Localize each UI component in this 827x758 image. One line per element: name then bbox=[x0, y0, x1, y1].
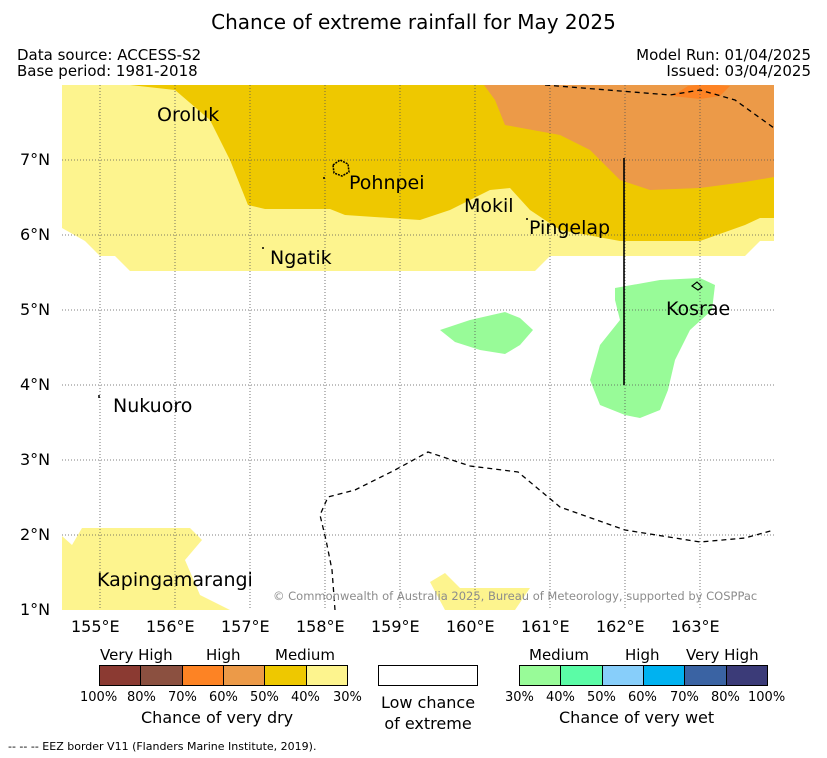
dry-tick: 30% bbox=[333, 690, 362, 705]
copyright-credit: © Commonwealth of Australia 2025, Bureau… bbox=[273, 589, 758, 603]
place-label-mokil: Mokil bbox=[464, 195, 514, 217]
dry-swatch bbox=[100, 666, 142, 685]
place-label-pohnpei: Pohnpei bbox=[349, 172, 425, 194]
eez-border-lines bbox=[319, 85, 774, 610]
lat-label: 3°N bbox=[20, 450, 51, 469]
dry-medium-light-region-s bbox=[430, 573, 530, 610]
place-label-kosrae: Kosrae bbox=[666, 298, 731, 320]
wet-swatch bbox=[602, 666, 644, 685]
place-label-pingelap: Pingelap bbox=[529, 217, 611, 239]
place-label-kapingamarangi: Kapingamarangi bbox=[97, 569, 253, 591]
wet-legend-header: High bbox=[625, 646, 660, 664]
island-dot bbox=[323, 177, 325, 179]
dry-swatch bbox=[141, 666, 183, 685]
low-chance-label-line1: Low chance bbox=[380, 693, 476, 712]
low-chance-swatch bbox=[378, 665, 478, 686]
place-label-oroluk: Oroluk bbox=[157, 104, 220, 126]
dry-tick: 60% bbox=[209, 690, 238, 705]
wet-swatch bbox=[726, 666, 767, 685]
wet-tick: 60% bbox=[628, 690, 657, 705]
pohnpei-island bbox=[332, 159, 350, 177]
dry-high-spot bbox=[672, 85, 730, 99]
dry-tick: 100% bbox=[80, 690, 118, 705]
wet-tick: 40% bbox=[546, 690, 575, 705]
lon-label: 155°E bbox=[71, 617, 120, 636]
dry-medium-light-region-sw bbox=[62, 528, 230, 610]
base-period-text: Base period: 1981-2018 bbox=[17, 62, 198, 80]
dry-legend-header: Very High bbox=[100, 646, 173, 664]
island-dot bbox=[526, 218, 528, 220]
lon-label: 159°E bbox=[371, 617, 420, 636]
lon-label: 157°E bbox=[221, 617, 270, 636]
wet-colorbar bbox=[519, 665, 768, 686]
lon-label: 158°E bbox=[296, 617, 345, 636]
dry-legend-header: High bbox=[206, 646, 241, 664]
lon-label: 160°E bbox=[446, 617, 495, 636]
lat-label: 4°N bbox=[20, 375, 51, 394]
lon-label: 161°E bbox=[521, 617, 570, 636]
dry-swatch bbox=[265, 666, 307, 685]
wet-medium-region-central bbox=[440, 312, 533, 354]
wet-tick: 50% bbox=[587, 690, 616, 705]
issued-text: Issued: 03/04/2025 bbox=[666, 62, 811, 80]
dry-tick: 40% bbox=[291, 690, 320, 705]
wet-tick: 80% bbox=[711, 690, 740, 705]
wet-swatch bbox=[685, 666, 727, 685]
place-label-nukuoro: Nukuoro bbox=[113, 395, 193, 417]
place-label-ngatik: Ngatik bbox=[270, 247, 332, 269]
lat-label: 5°N bbox=[20, 300, 51, 319]
map-title: Chance of extreme rainfall for May 2025 bbox=[211, 10, 616, 34]
wet-legend-header: Very High bbox=[686, 646, 759, 664]
wet-swatch bbox=[561, 666, 603, 685]
model-run-text: Model Run: 01/04/2025 bbox=[636, 46, 811, 64]
lon-label: 163°E bbox=[671, 617, 720, 636]
wet-tick: 100% bbox=[748, 690, 786, 705]
wet-tick: 30% bbox=[505, 690, 534, 705]
wet-medium-region-east bbox=[590, 278, 715, 418]
dry-swatch bbox=[223, 666, 266, 685]
wet-legend-header: Medium bbox=[529, 646, 589, 664]
map-gridlines bbox=[62, 85, 774, 610]
wet-swatch bbox=[643, 666, 686, 685]
dry-swatch bbox=[306, 666, 347, 685]
dry-tick: 50% bbox=[250, 690, 279, 705]
dry-legend-title: Chance of very dry bbox=[141, 708, 294, 727]
island-dot bbox=[262, 247, 264, 249]
kosrae-island bbox=[690, 281, 703, 291]
eez-footnote: -- -- -- EEZ border V11 (Flanders Marine… bbox=[8, 740, 317, 753]
dry-tick: 70% bbox=[168, 690, 197, 705]
lon-label: 156°E bbox=[146, 617, 195, 636]
wet-tick: 70% bbox=[670, 690, 699, 705]
lat-label: 7°N bbox=[20, 150, 51, 169]
wet-legend-title: Chance of very wet bbox=[559, 708, 715, 727]
lon-label: 162°E bbox=[596, 617, 645, 636]
dry-tick: 80% bbox=[127, 690, 156, 705]
dry-legend-header: Medium bbox=[275, 646, 335, 664]
wet-swatch bbox=[520, 666, 562, 685]
low-chance-label-line2: of extreme bbox=[384, 714, 472, 733]
dry-swatch bbox=[182, 666, 224, 685]
data-source-text: Data source: ACCESS-S2 bbox=[17, 46, 202, 64]
dry-high-region bbox=[484, 85, 774, 190]
lat-label: 2°N bbox=[20, 525, 51, 544]
lat-label: 1°N bbox=[20, 600, 51, 619]
map-plot-area bbox=[62, 85, 774, 610]
dry-colorbar bbox=[99, 665, 348, 686]
lat-label: 6°N bbox=[20, 225, 51, 244]
